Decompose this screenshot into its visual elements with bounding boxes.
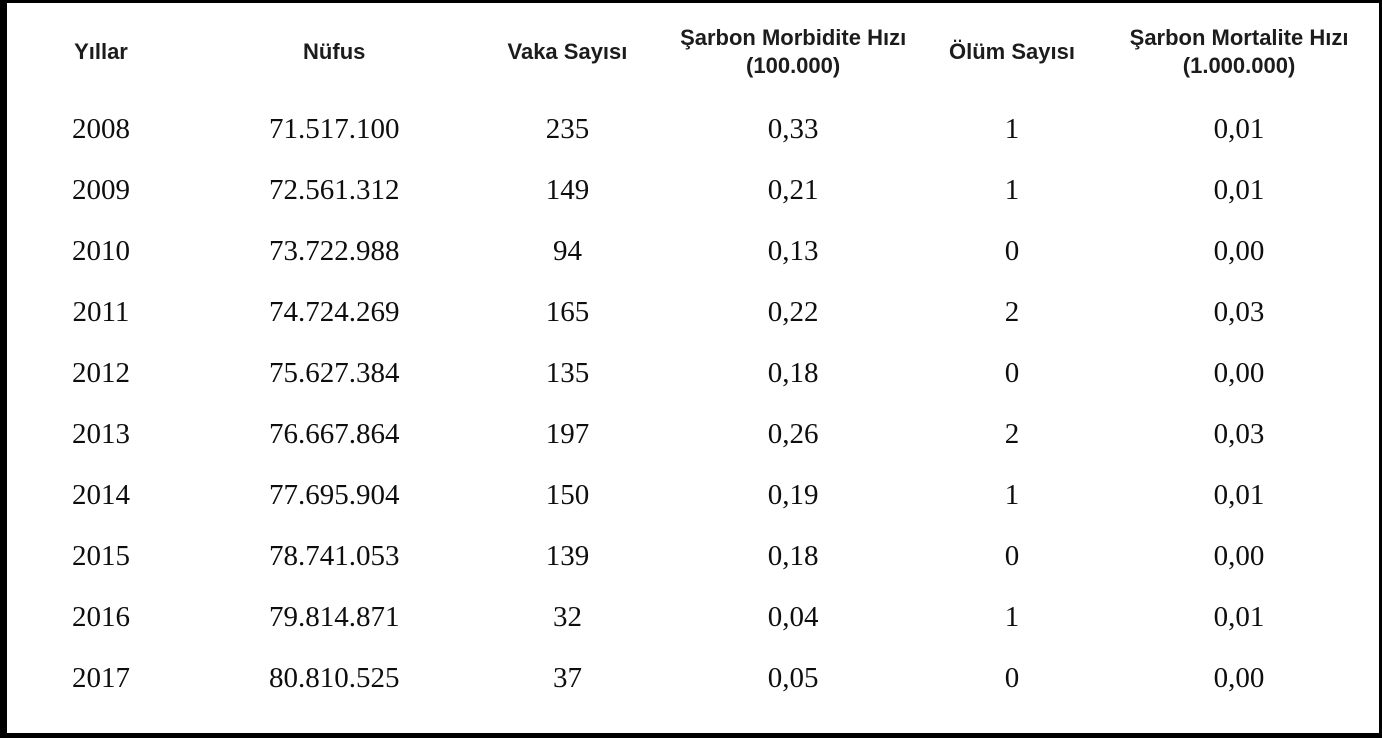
table-row: 2011 74.724.269 165 0,22 2 0,03 <box>7 282 1379 343</box>
table-cell: 73.722.988 <box>268 235 400 267</box>
table-row: 2017 80.810.525 37 0,05 0 0,00 <box>7 648 1379 709</box>
table-header: Yıllar Nüfus Vaka Sayısı Şarbon Morbidite H… <box>7 5 1379 99</box>
table-cell: 0,33 <box>767 113 819 145</box>
table-cell: 2011 <box>72 296 130 328</box>
table-cell: 165 <box>545 296 590 328</box>
table-cell: 0,01 <box>1213 174 1265 206</box>
table-cell: 0,01 <box>1213 113 1265 145</box>
table-cell: 2 <box>1004 296 1020 328</box>
table-cell: 2014 <box>71 479 130 511</box>
table-cell: 0 <box>1004 662 1020 694</box>
table-cell: 2 <box>1004 418 1020 450</box>
table-cell: 0,18 <box>767 357 819 389</box>
table-cell: 0 <box>1004 540 1020 572</box>
table-cell: 0,22 <box>767 296 819 328</box>
table-cell: 77.695.904 <box>268 479 400 511</box>
table-cell: 0,03 <box>1213 296 1265 328</box>
table-row: 2010 73.722.988 94 0,13 0 0,00 <box>7 221 1379 282</box>
table-row: 2012 75.627.384 135 0,18 0 0,00 <box>7 343 1379 404</box>
table-row: 2016 79.814.871 32 0,04 1 0,01 <box>7 587 1379 648</box>
table-cell: 37 <box>552 662 582 694</box>
table-cell: 235 <box>545 113 590 145</box>
table-cell: 0,03 <box>1213 418 1265 450</box>
table-cell: 2008 <box>71 113 130 145</box>
table-cell: 79.814.871 <box>268 601 400 633</box>
table-cell: 0,21 <box>767 174 819 206</box>
table-cell: 2016 <box>71 601 130 633</box>
table-row: 2009 72.561.312 149 0,21 1 0,01 <box>7 160 1379 221</box>
table-cell: 139 <box>545 540 590 572</box>
table-cell: 2009 <box>71 174 130 206</box>
table-cell: 0,00 <box>1213 235 1265 267</box>
column-header: Vaka Sayısı <box>507 39 628 65</box>
table-cell: 0,05 <box>767 662 819 694</box>
table-cell: 1 <box>1004 113 1020 145</box>
table-cell: 0,01 <box>1213 601 1265 633</box>
table-cell: 2012 <box>71 357 130 389</box>
table-cell: 0,00 <box>1213 357 1265 389</box>
column-header: Nüfus <box>303 39 366 65</box>
header-row: Yıllar Nüfus Vaka Sayısı Şarbon Morbidite H… <box>7 5 1379 99</box>
table-cell: 78.741.053 <box>268 540 400 572</box>
table-cell: 0,01 <box>1213 479 1265 511</box>
table-cell: 1 <box>1004 479 1020 511</box>
table-cell: 0,00 <box>1213 540 1265 572</box>
table-cell: 76.667.864 <box>268 418 400 450</box>
table-cell: 80.810.525 <box>268 662 400 694</box>
table-row: 2014 77.695.904 150 0,19 1 0,01 <box>7 465 1379 526</box>
column-header: Şarbon Mortalite Hızı (1.000.000) <box>1129 25 1349 78</box>
table-cell: 71.517.100 <box>268 113 400 145</box>
table-cell: 0,19 <box>767 479 819 511</box>
table-cell: 2010 <box>71 235 130 267</box>
table-cell: 197 <box>545 418 590 450</box>
table-cell: 0 <box>1004 357 1020 389</box>
table-cell: 2017 <box>71 662 130 694</box>
table-cell: 32 <box>552 601 582 633</box>
table-cell: 75.627.384 <box>268 357 400 389</box>
column-header: Şarbon Morbidite Hızı (100.000) <box>680 25 907 78</box>
statistics-table: Yıllar Nüfus Vaka Sayısı Şarbon Morbidite H… <box>7 5 1379 709</box>
table-body: 2008 71.517.100 235 0,33 1 0,01 2009 72.561.312… <box>7 99 1379 709</box>
table-cell: 149 <box>545 174 590 206</box>
table-cell: 74.724.269 <box>268 296 400 328</box>
table-cell: 0,26 <box>767 418 819 450</box>
table-cell: 94 <box>552 235 582 267</box>
table-cell: 150 <box>545 479 590 511</box>
table-cell: 2015 <box>71 540 130 572</box>
table-row: 2015 78.741.053 139 0,18 0 0,00 <box>7 526 1379 587</box>
table-cell: 2013 <box>71 418 130 450</box>
column-header: Ölüm Sayısı <box>948 39 1075 65</box>
table-cell: 1 <box>1004 174 1020 206</box>
table-cell: 135 <box>545 357 590 389</box>
table-cell: 72.561.312 <box>268 174 400 206</box>
table-cell: 1 <box>1004 601 1020 633</box>
table-row: 2008 71.517.100 235 0,33 1 0,01 <box>7 99 1379 160</box>
table-cell: 0,18 <box>767 540 819 572</box>
table-cell: 0,13 <box>767 235 819 267</box>
table-cell: 0,00 <box>1213 662 1265 694</box>
column-header: Yıllar <box>74 39 128 65</box>
table-cell: 0 <box>1004 235 1020 267</box>
table-row: 2013 76.667.864 197 0,26 2 0,03 <box>7 404 1379 465</box>
table-cell: 0,04 <box>767 601 819 633</box>
